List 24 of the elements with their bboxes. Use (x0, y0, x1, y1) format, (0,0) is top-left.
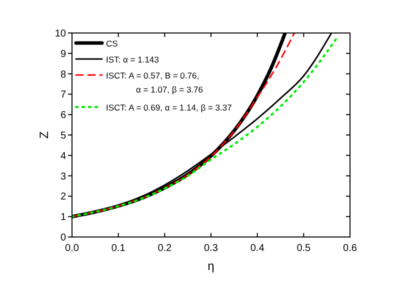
x-tick-label: 0.6 (343, 243, 358, 254)
y-tick-label: 9 (60, 48, 66, 60)
legend-label: IST: α = 1.143 (106, 54, 160, 64)
x-axis-title: η (208, 259, 214, 273)
y-tick-label: 3 (60, 171, 66, 182)
legend-label: ISCT: A = 0.57, B = 0.76, α = 1.07, β = 3.76 (106, 70, 204, 94)
y-tick-label: 4 (60, 150, 66, 162)
x-tick-label: 0.2 (158, 243, 172, 254)
x-tick-label: 0.4 (250, 243, 265, 254)
legend-label: ISCT: A = 0.69, α = 1.14, β = 3.37 (106, 102, 232, 112)
y-tick-label: 1 (60, 212, 66, 224)
y-tick-label: 2 (60, 192, 66, 203)
y-tick-label: 6 (60, 110, 66, 122)
y-tick-label: 8 (60, 69, 66, 80)
x-tick-label: 0.0 (65, 243, 80, 254)
y-axis-title: Z (37, 131, 51, 139)
y-tick-label: 7 (60, 90, 66, 101)
x-tick-label: 0.5 (296, 243, 312, 254)
legend-label: CS (106, 38, 118, 48)
y-tick-label: 10 (54, 28, 66, 40)
x-tick-label: 0.1 (111, 243, 126, 254)
x-tick-label: 0.3 (204, 243, 218, 254)
y-tick-label: 0 (60, 232, 66, 244)
y-tick-label: 5 (60, 130, 66, 142)
